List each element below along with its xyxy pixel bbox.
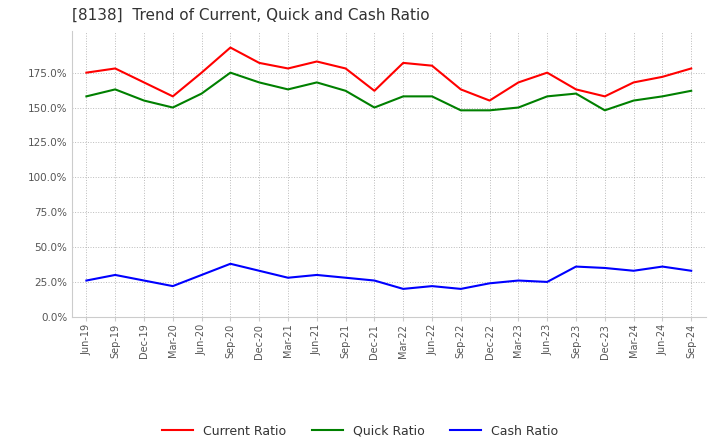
Cash Ratio xyxy=(456,286,465,292)
Cash Ratio xyxy=(168,283,177,289)
Current Ratio xyxy=(284,66,292,71)
Quick Ratio xyxy=(687,88,696,93)
Cash Ratio xyxy=(428,283,436,289)
Quick Ratio xyxy=(197,91,206,96)
Cash Ratio xyxy=(370,278,379,283)
Current Ratio xyxy=(485,98,494,103)
Cash Ratio xyxy=(543,279,552,285)
Current Ratio xyxy=(168,94,177,99)
Current Ratio xyxy=(629,80,638,85)
Quick Ratio xyxy=(456,108,465,113)
Text: [8138]  Trend of Current, Quick and Cash Ratio: [8138] Trend of Current, Quick and Cash … xyxy=(72,7,430,23)
Quick Ratio xyxy=(140,98,148,103)
Line: Cash Ratio: Cash Ratio xyxy=(86,264,691,289)
Line: Current Ratio: Current Ratio xyxy=(86,48,691,101)
Legend: Current Ratio, Quick Ratio, Cash Ratio: Current Ratio, Quick Ratio, Cash Ratio xyxy=(157,420,563,440)
Current Ratio xyxy=(82,70,91,75)
Current Ratio xyxy=(370,88,379,93)
Current Ratio xyxy=(600,94,609,99)
Cash Ratio xyxy=(399,286,408,292)
Current Ratio xyxy=(687,66,696,71)
Current Ratio xyxy=(456,87,465,92)
Quick Ratio xyxy=(543,94,552,99)
Current Ratio xyxy=(514,80,523,85)
Cash Ratio xyxy=(226,261,235,267)
Quick Ratio xyxy=(600,108,609,113)
Cash Ratio xyxy=(658,264,667,269)
Quick Ratio xyxy=(658,94,667,99)
Current Ratio xyxy=(140,80,148,85)
Cash Ratio xyxy=(255,268,264,273)
Current Ratio xyxy=(197,70,206,75)
Quick Ratio xyxy=(341,88,350,93)
Current Ratio xyxy=(658,74,667,80)
Current Ratio xyxy=(543,70,552,75)
Quick Ratio xyxy=(111,87,120,92)
Cash Ratio xyxy=(312,272,321,278)
Quick Ratio xyxy=(284,87,292,92)
Quick Ratio xyxy=(629,98,638,103)
Current Ratio xyxy=(111,66,120,71)
Cash Ratio xyxy=(111,272,120,278)
Cash Ratio xyxy=(514,278,523,283)
Cash Ratio xyxy=(572,264,580,269)
Cash Ratio xyxy=(82,278,91,283)
Cash Ratio xyxy=(485,281,494,286)
Quick Ratio xyxy=(399,94,408,99)
Cash Ratio xyxy=(197,272,206,278)
Current Ratio xyxy=(341,66,350,71)
Cash Ratio xyxy=(284,275,292,280)
Current Ratio xyxy=(572,87,580,92)
Quick Ratio xyxy=(226,70,235,75)
Current Ratio xyxy=(399,60,408,66)
Quick Ratio xyxy=(572,91,580,96)
Line: Quick Ratio: Quick Ratio xyxy=(86,73,691,110)
Quick Ratio xyxy=(514,105,523,110)
Cash Ratio xyxy=(600,265,609,271)
Quick Ratio xyxy=(428,94,436,99)
Cash Ratio xyxy=(341,275,350,280)
Quick Ratio xyxy=(370,105,379,110)
Current Ratio xyxy=(312,59,321,64)
Quick Ratio xyxy=(255,80,264,85)
Quick Ratio xyxy=(312,80,321,85)
Current Ratio xyxy=(226,45,235,50)
Quick Ratio xyxy=(485,108,494,113)
Cash Ratio xyxy=(687,268,696,273)
Cash Ratio xyxy=(629,268,638,273)
Current Ratio xyxy=(428,63,436,68)
Quick Ratio xyxy=(82,94,91,99)
Current Ratio xyxy=(255,60,264,66)
Cash Ratio xyxy=(140,278,148,283)
Quick Ratio xyxy=(168,105,177,110)
